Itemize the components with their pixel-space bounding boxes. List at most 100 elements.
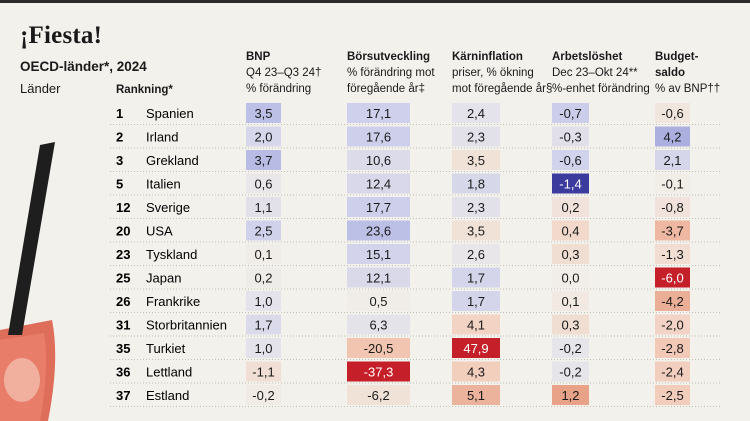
column-header-bors-title: Börsutveckling [347, 51, 431, 63]
cell-value-arb: 0,4 [561, 224, 579, 239]
cell-value-bnp: 3,5 [254, 106, 272, 121]
country-label: Sverige [146, 200, 190, 215]
heat-cell-budget [655, 314, 690, 335]
heat-cell-bnp [246, 314, 281, 335]
cell-value-budget: -0,8 [661, 200, 683, 215]
heat-cell-bors [347, 361, 410, 382]
cell-value-arb: -0,6 [559, 153, 581, 168]
heat-cell-bnp [246, 244, 281, 264]
heat-cell-bnp [246, 267, 281, 288]
country-label: Grekland [146, 153, 199, 168]
table-row: 12 Sverige 1,1 17,7 2,3 0,2 -0,8 [110, 197, 722, 219]
heat-cell-infl [452, 385, 500, 405]
heat-cell-budget [655, 361, 690, 382]
rank-label: 3 [116, 153, 123, 168]
cell-value-budget: -2,0 [661, 318, 683, 333]
cell-value-infl: 2,3 [467, 130, 485, 145]
cell-value-bnp: 0,1 [254, 247, 272, 262]
cell-value-bors: 23,6 [366, 224, 391, 239]
country-label: Turkiet [146, 341, 186, 356]
cell-value-arb: 0,1 [561, 294, 579, 309]
heat-cell-bnp [246, 361, 281, 382]
cell-value-arb: 1,2 [561, 388, 579, 403]
country-label: Italien [146, 177, 181, 192]
heat-cell-arb [552, 150, 589, 170]
cell-value-infl: 2,4 [467, 106, 485, 121]
heat-cell-arb [552, 173, 589, 194]
cell-value-arb: -0,2 [559, 341, 581, 356]
cell-value-bnp: 1,0 [254, 294, 272, 309]
cell-value-arb: -0,2 [559, 365, 581, 380]
country-label: Spanien [146, 106, 194, 121]
cell-value-bnp: 1,0 [254, 341, 272, 356]
heat-cell-arb [552, 361, 589, 382]
heat-cell-bnp [246, 385, 281, 405]
cell-value-bors: 15,1 [366, 247, 391, 262]
heat-cell-infl [452, 361, 500, 382]
cell-value-bors: 17,6 [366, 130, 391, 145]
heat-cell-infl [452, 197, 500, 217]
heat-cell-budget [655, 220, 690, 241]
column-header-arb: Arbetslöshet Dec 23–Okt 24** %-enhet för… [552, 49, 650, 97]
cell-value-infl: 3,5 [467, 224, 485, 239]
heat-cell-bnp [246, 173, 281, 194]
column-header-infl-title: Kärninflation [452, 51, 523, 63]
cell-value-budget: -2,4 [661, 365, 683, 380]
rank-label: 36 [116, 365, 130, 380]
country-label: USA [146, 224, 173, 239]
heat-cell-infl [452, 267, 500, 288]
heat-cell-arb [552, 385, 589, 405]
table-row: 5 Italien 0,6 12,4 1,8 -1,4 -0,1 [110, 173, 722, 196]
heat-cell-bors [347, 150, 410, 170]
cell-value-infl: 47,9 [463, 341, 488, 356]
column-header-bors-line2: % förändring mot [347, 67, 435, 79]
heat-cell-budget [655, 173, 690, 194]
heat-cell-arb [552, 220, 589, 241]
heat-cell-budget [655, 126, 690, 147]
country-label: Estland [146, 388, 189, 403]
heat-cell-budget [655, 103, 690, 123]
heat-cell-infl [452, 103, 500, 123]
rank-label: 37 [116, 388, 130, 403]
cell-value-infl: 1,8 [467, 177, 485, 192]
cell-value-infl: 5,1 [467, 388, 485, 403]
cell-value-infl: 1,7 [467, 294, 485, 309]
chart-title: ¡Fiesta! [20, 22, 103, 49]
rank-label: 31 [116, 318, 130, 333]
heat-cell-infl [452, 244, 500, 264]
country-label: Japan [146, 271, 181, 286]
cell-value-infl: 2,6 [467, 247, 485, 262]
heat-cell-budget [655, 385, 690, 405]
heat-cell-infl [452, 291, 500, 311]
heat-cell-budget [655, 267, 690, 288]
heat-cell-infl [452, 150, 500, 170]
cell-value-arb: -1,4 [559, 177, 581, 192]
column-header-arb-line2: Dec 23–Okt 24** [552, 67, 638, 79]
table-row: 3 Grekland 3,7 10,6 3,5 -0,6 2,1 [110, 150, 722, 172]
heat-cell-bors [347, 291, 410, 311]
table-row: 2 Irland 2,0 17,6 2,3 -0,3 4,2 [110, 126, 722, 149]
country-label: Tyskland [146, 247, 197, 262]
column-header-bnp-line2: Q4 23–Q3 24† [246, 67, 322, 79]
cell-value-bnp: 1,1 [254, 200, 272, 215]
heat-cell-arb [552, 244, 589, 264]
table-row: 20 USA 2,5 23,6 3,5 0,4 -3,7 [110, 220, 722, 243]
cell-value-infl: 1,7 [467, 271, 485, 286]
cell-value-bors: 12,4 [366, 177, 391, 192]
table-row: 35 Turkiet 1,0 -20,5 47,9 -0,2 -2,8 [110, 338, 722, 360]
cell-value-budget: -3,7 [661, 224, 683, 239]
heat-cell-bors [347, 126, 410, 147]
heat-cell-bors [347, 385, 410, 405]
cell-value-bnp: 1,7 [254, 318, 272, 333]
cell-value-arb: -0,7 [559, 106, 581, 121]
heat-cell-bnp [246, 291, 281, 311]
table-row: 36 Lettland -1,1 -37,3 4,3 -0,2 -2,4 [110, 361, 722, 384]
cell-value-budget: 4,2 [663, 130, 681, 145]
cell-value-bors: 6,3 [369, 318, 387, 333]
country-label: Frankrike [146, 294, 200, 309]
cell-value-arb: 0,3 [561, 318, 579, 333]
heat-cell-infl [452, 173, 500, 194]
rank-label: 12 [116, 200, 130, 215]
column-header-infl-line3: mot föregående år§ [452, 83, 553, 95]
